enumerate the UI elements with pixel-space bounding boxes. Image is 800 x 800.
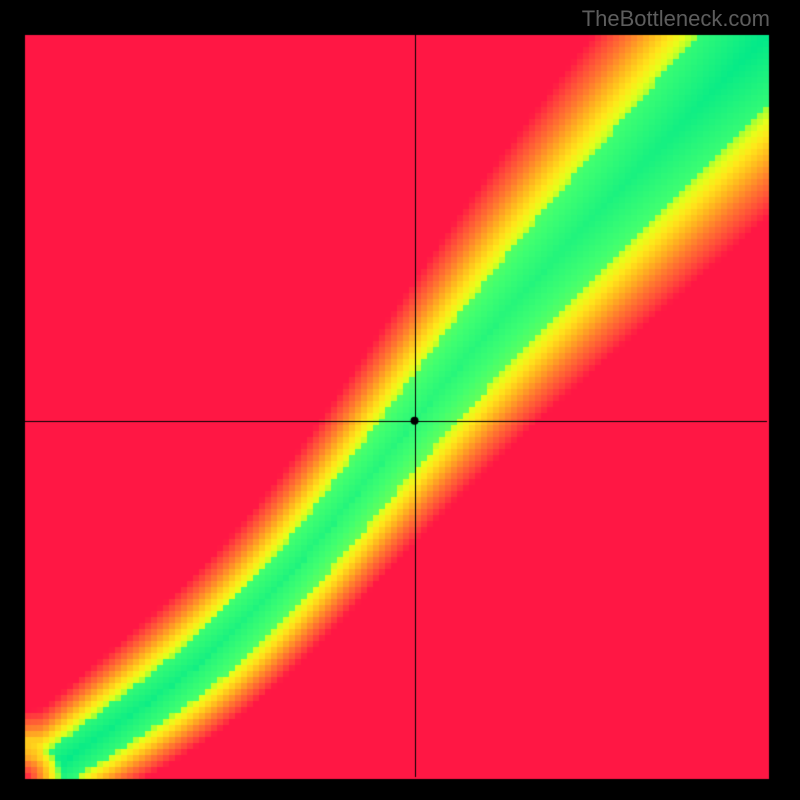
chart-container: TheBottleneck.com: [0, 0, 800, 800]
source-watermark: TheBottleneck.com: [582, 6, 770, 32]
bottleneck-heatmap-canvas: [0, 0, 800, 800]
